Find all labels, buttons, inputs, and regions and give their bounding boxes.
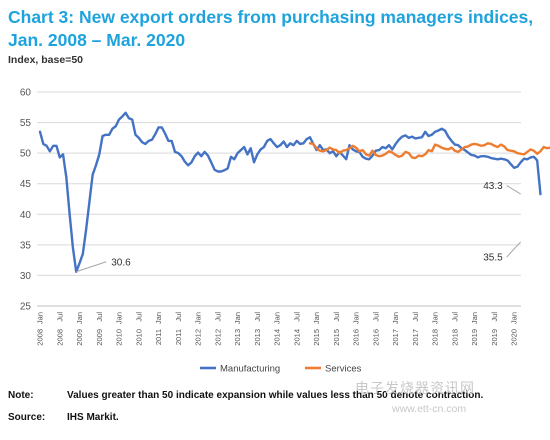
x-tick-month-label: Jan bbox=[75, 312, 84, 324]
x-tick-year-label: 2014 bbox=[273, 329, 282, 346]
x-tick-month-label: Jan bbox=[352, 312, 361, 324]
x-tick-month-label: Jan bbox=[36, 312, 45, 324]
series-line-manufacturing bbox=[38, 111, 542, 273]
note-text: Values greater than 50 indicate expansio… bbox=[67, 390, 484, 401]
x-tick-month-label: Jan bbox=[194, 312, 203, 324]
x-tick-month-label: Jul bbox=[411, 312, 420, 322]
legend-label-manufacturing: Manufacturing bbox=[220, 364, 280, 375]
y-tick-label: 60 bbox=[20, 88, 32, 99]
x-tick-month-label: Jan bbox=[391, 312, 400, 324]
x-tick-month-label: Jan bbox=[470, 312, 479, 324]
y-tick-label: 35 bbox=[20, 240, 32, 251]
x-tick-month-label: Jul bbox=[134, 312, 143, 322]
x-tick-year-label: 2009 bbox=[75, 329, 84, 346]
watermark-text: 电子发烧器资讯网 bbox=[355, 381, 475, 397]
x-tick-month-label: Jul bbox=[450, 312, 459, 322]
y-axis: 25 30 35 40 45 50 55 60 bbox=[20, 88, 32, 313]
x-tick-year-label: 2015 bbox=[332, 329, 341, 346]
x-tick-year-label: 2009 bbox=[95, 329, 104, 346]
y-tick-label: 40 bbox=[20, 210, 32, 221]
x-tick-month-label: Jan bbox=[273, 312, 282, 324]
x-tick-year-label: 2019 bbox=[470, 329, 479, 346]
y-tick-label: 50 bbox=[20, 149, 32, 160]
x-tick-year-label: 2010 bbox=[115, 329, 124, 346]
y-tick-label: 55 bbox=[20, 118, 32, 129]
x-tick-year-label: 2016 bbox=[371, 329, 380, 346]
annotation-label: 43.3 bbox=[483, 181, 503, 192]
x-tick-month-label: Jan bbox=[115, 312, 124, 324]
x-tick-year-label: 2019 bbox=[490, 329, 499, 346]
x-tick-year-label: 2010 bbox=[134, 329, 143, 346]
source-label: Source: bbox=[8, 412, 46, 423]
series-lines bbox=[38, 111, 550, 273]
x-tick-month-label: Jul bbox=[95, 312, 104, 322]
x-tick-year-label: 2008 bbox=[55, 329, 64, 346]
x-tick-month-label: Jan bbox=[510, 312, 519, 324]
x-tick-month-label: Jul bbox=[174, 312, 183, 322]
x-axis: Jan 2008 Jul 2008 Jan 2009 Jul 2009 Jan 2010 Jul 20… bbox=[36, 305, 521, 346]
x-tick-month-label: Jul bbox=[253, 312, 262, 322]
annotation-leader bbox=[76, 261, 107, 273]
y-tick-label: 30 bbox=[20, 271, 32, 282]
x-tick-year-label: 2020 bbox=[510, 329, 519, 346]
x-tick-month-label: Jul bbox=[332, 312, 341, 322]
source-text: IHS Markit. bbox=[67, 412, 119, 423]
y-tick-label: 45 bbox=[20, 179, 32, 190]
x-tick-year-label: 2008 bbox=[36, 329, 45, 346]
x-tick-year-label: 2013 bbox=[253, 329, 262, 346]
note-label: Note: bbox=[8, 390, 34, 401]
watermark-url: www.ett-cn.com bbox=[392, 403, 467, 415]
x-tick-year-label: 2013 bbox=[233, 329, 242, 346]
gridlines bbox=[37, 91, 521, 307]
x-tick-month-label: Jan bbox=[312, 312, 321, 324]
x-tick-month-label: Jan bbox=[431, 312, 440, 324]
x-tick-month-label: Jul bbox=[490, 312, 499, 322]
x-tick-month-label: Jul bbox=[292, 312, 301, 322]
y-tick-label: 25 bbox=[20, 302, 32, 313]
legend: Manufacturing Services bbox=[200, 364, 362, 375]
note-row: Note: Values greater than 50 indicate exp… bbox=[8, 390, 483, 401]
annotation-label: 35.5 bbox=[483, 253, 503, 264]
legend-label-services: Services bbox=[325, 364, 362, 375]
x-tick-month-label: Jul bbox=[371, 312, 380, 322]
x-tick-month-label: Jul bbox=[55, 312, 64, 322]
annotation-leader bbox=[506, 185, 521, 195]
x-tick-year-label: 2012 bbox=[213, 329, 222, 346]
annotation-leader bbox=[506, 241, 522, 258]
x-tick-year-label: 2018 bbox=[431, 329, 440, 346]
x-tick-year-label: 2017 bbox=[391, 329, 400, 346]
chart-title: Chart 3: New export orders from purchasi… bbox=[8, 7, 534, 50]
x-tick-year-label: 2014 bbox=[292, 329, 301, 346]
x-tick-year-label: 2011 bbox=[154, 329, 163, 345]
y-axis-caption: Index, base=50 bbox=[8, 54, 84, 66]
x-tick-year-label: 2012 bbox=[194, 329, 203, 346]
source-row: Source: IHS Markit. bbox=[8, 412, 119, 423]
x-tick-year-label: 2015 bbox=[312, 329, 321, 346]
x-tick-year-label: 2016 bbox=[352, 329, 361, 346]
x-tick-year-label: 2017 bbox=[411, 329, 420, 346]
x-tick-year-label: 2018 bbox=[450, 329, 459, 346]
series-line-services bbox=[308, 142, 550, 160]
annotations: 30.6 43.3 35.5 bbox=[76, 181, 522, 273]
x-tick-month-label: Jan bbox=[233, 312, 242, 324]
x-tick-month-label: Jan bbox=[154, 312, 163, 324]
annotation-label: 30.6 bbox=[111, 257, 131, 268]
x-tick-year-label: 2011 bbox=[174, 329, 183, 345]
x-tick-month-label: Jul bbox=[213, 312, 222, 322]
